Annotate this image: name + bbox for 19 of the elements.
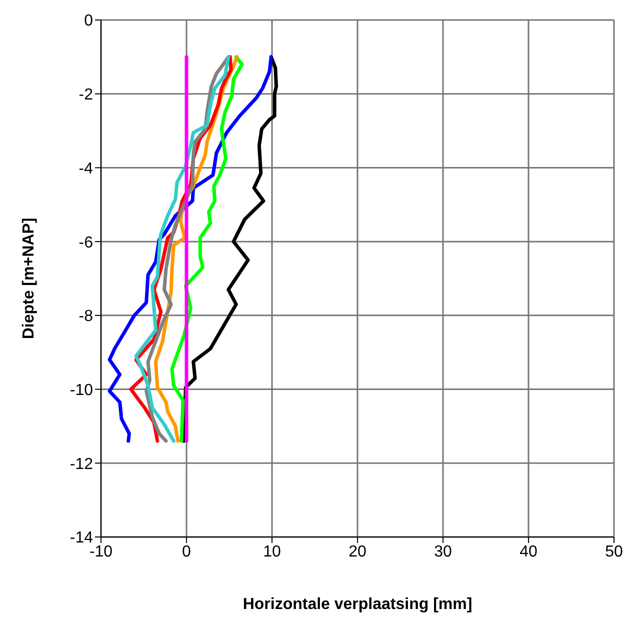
x-tick-label: 10 [263,543,281,560]
line-series [170,55,244,443]
y-tick-label: -14 [70,530,94,547]
y-tick-label: -6 [78,234,94,252]
line-series [182,55,278,443]
y-tick-label: -12 [70,456,94,473]
x-tick-label: 30 [434,543,452,560]
line-series [108,55,273,443]
y-tick-label: -2 [78,86,94,104]
x-tick-label: 0 [182,543,192,560]
x-axis-title: Horizontale verplaatsing [mm] [242,596,472,613]
x-tick-label: 40 [520,543,538,560]
y-tick-label: -10 [70,382,94,399]
y-tick-label: -8 [78,308,94,326]
x-tick-label: 50 [605,543,623,560]
y-tick-label: 0 [84,12,94,30]
x-tick-label: 20 [348,543,366,560]
y-axis-title: Diepte [m+NAP] [20,218,38,340]
y-tick-label: -4 [78,160,94,178]
